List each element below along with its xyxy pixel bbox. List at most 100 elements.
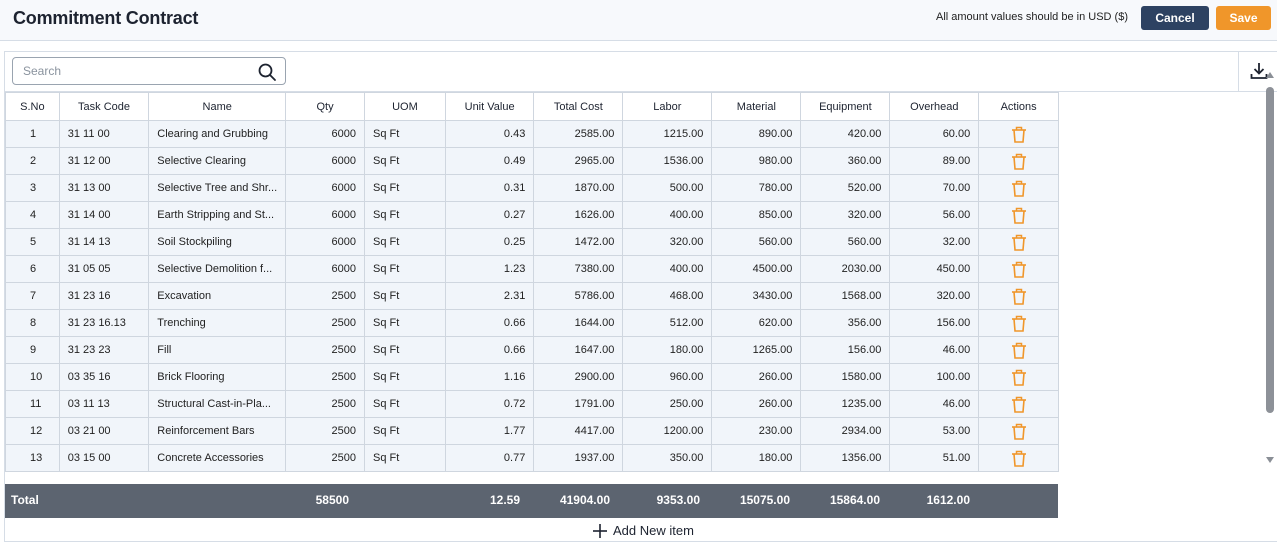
cell-uom: Sq Ft <box>364 336 446 364</box>
table-row[interactable]: 13 03 15 00 Concrete Accessories 2500 Sq Ft 0… <box>5 444 1059 472</box>
scroll-down-arrow[interactable] <box>1266 457 1274 463</box>
cell-uom: Sq Ft <box>364 120 446 148</box>
save-button[interactable]: Save <box>1216 6 1271 30</box>
table-row[interactable]: 3 31 13 00 Selective Tree and Shr... 6000 Sq… <box>5 174 1059 202</box>
cell-sno: 12 <box>5 417 60 445</box>
col-header-material[interactable]: Material <box>711 92 802 121</box>
cell-qty: 2500 <box>285 444 365 472</box>
trash-icon[interactable] <box>1011 261 1027 278</box>
cell-equipment: 520.00 <box>800 174 891 202</box>
trash-icon[interactable] <box>1011 126 1027 143</box>
cell-equipment: 2030.00 <box>800 255 891 283</box>
cell-task-code: 31 23 23 <box>58 336 150 364</box>
cell-total-cost: 1870.00 <box>533 174 624 202</box>
cell-labor: 320.00 <box>622 228 713 256</box>
cell-overhead: 46.00 <box>889 390 980 418</box>
col-header-overhead[interactable]: Overhead <box>889 92 980 121</box>
trash-icon[interactable] <box>1011 234 1027 251</box>
cell-task-code: 31 23 16.13 <box>58 309 150 337</box>
table-row[interactable]: 6 31 05 05 Selective Demolition f... 6000 Sq… <box>5 255 1059 283</box>
cell-qty: 6000 <box>285 201 365 229</box>
cell-uom: Sq Ft <box>364 309 446 337</box>
cell-actions <box>978 174 1059 202</box>
trash-icon[interactable] <box>1011 315 1027 332</box>
trash-icon[interactable] <box>1011 396 1027 413</box>
items-table: S.No Task Code Name Qty UOM Unit Value T… <box>5 92 1059 472</box>
search-input[interactable] <box>23 63 243 79</box>
contract-panel: S.No Task Code Name Qty UOM Unit Value T… <box>4 51 1277 542</box>
cell-qty: 6000 <box>285 228 365 256</box>
cell-qty: 6000 <box>285 255 365 283</box>
table-row[interactable]: 9 31 23 23 Fill 2500 Sq Ft 0.66 1647.00 180.00 1… <box>5 336 1059 364</box>
cell-actions <box>978 255 1059 283</box>
cancel-button[interactable]: Cancel <box>1141 6 1209 30</box>
scroll-up-arrow[interactable] <box>1266 72 1274 78</box>
cell-qty: 2500 <box>285 309 365 337</box>
vertical-scrollbar[interactable] <box>1262 72 1277 467</box>
col-header-equipment[interactable]: Equipment <box>800 92 891 121</box>
cell-equipment: 2934.00 <box>800 417 891 445</box>
cell-qty: 2500 <box>285 363 365 391</box>
table-row[interactable]: 7 31 23 16 Excavation 2500 Sq Ft 2.31 5786.00 4… <box>5 282 1059 310</box>
table-row[interactable]: 12 03 21 00 Reinforcement Bars 2500 Sq Ft 1.7… <box>5 417 1059 445</box>
total-unit-value: 12.59 <box>489 493 520 507</box>
cell-material: 1265.00 <box>711 336 802 364</box>
total-equipment: 15864.00 <box>829 493 880 507</box>
trash-icon[interactable] <box>1011 450 1027 467</box>
table-body: 1 31 11 00 Clearing and Grubbing 6000 Sq Ft 0… <box>5 120 1059 472</box>
cell-labor: 960.00 <box>622 363 713 391</box>
cell-task-code: 31 11 00 <box>58 120 150 148</box>
trash-icon[interactable] <box>1011 288 1027 305</box>
col-header-qty[interactable]: Qty <box>285 92 365 121</box>
trash-icon[interactable] <box>1011 153 1027 170</box>
cell-sno: 7 <box>5 282 60 310</box>
cell-sno: 13 <box>5 444 60 472</box>
col-header-task-code[interactable]: Task Code <box>58 92 150 121</box>
total-qty: 58500 <box>315 493 349 507</box>
cell-actions <box>978 282 1059 310</box>
page-title: Commitment Contract <box>13 8 199 28</box>
col-header-total-cost[interactable]: Total Cost <box>533 92 624 121</box>
trash-icon[interactable] <box>1011 180 1027 197</box>
cell-equipment: 320.00 <box>800 201 891 229</box>
cell-uom: Sq Ft <box>364 147 446 175</box>
table-row[interactable]: 4 31 14 00 Earth Stripping and St... 6000 Sq… <box>5 201 1059 229</box>
col-header-unit-value[interactable]: Unit Value <box>444 92 535 121</box>
table-row[interactable]: 2 31 12 00 Selective Clearing 6000 Sq Ft 0.49… <box>5 147 1059 175</box>
trash-icon[interactable] <box>1011 342 1027 359</box>
cell-overhead: 51.00 <box>889 444 980 472</box>
table-row[interactable]: 11 03 11 13 Structural Cast-in-Pla... 2500 S… <box>5 390 1059 418</box>
cell-name: Selective Clearing <box>148 147 287 175</box>
totals-label: Total <box>11 493 39 507</box>
search-icon[interactable] <box>257 62 277 82</box>
col-header-labor[interactable]: Labor <box>622 92 713 121</box>
cell-qty: 2500 <box>285 336 365 364</box>
add-new-item-button[interactable]: Add New item <box>593 523 694 538</box>
col-header-uom[interactable]: UOM <box>364 92 446 121</box>
scroll-thumb[interactable] <box>1266 87 1274 413</box>
table-toolbar <box>5 52 1277 92</box>
table-row[interactable]: 1 31 11 00 Clearing and Grubbing 6000 Sq Ft 0… <box>5 120 1059 148</box>
col-header-name[interactable]: Name <box>148 92 287 121</box>
cell-task-code: 31 14 00 <box>58 201 150 229</box>
search-box[interactable] <box>12 57 286 85</box>
cell-unit-value: 0.43 <box>444 120 535 148</box>
col-header-sno[interactable]: S.No <box>5 92 60 121</box>
cell-equipment: 156.00 <box>800 336 891 364</box>
cell-overhead: 46.00 <box>889 336 980 364</box>
trash-icon[interactable] <box>1011 207 1027 224</box>
cell-unit-value: 0.66 <box>444 309 535 337</box>
cell-total-cost: 2585.00 <box>533 120 624 148</box>
cell-unit-value: 0.77 <box>444 444 535 472</box>
cell-labor: 500.00 <box>622 174 713 202</box>
cell-uom: Sq Ft <box>364 174 446 202</box>
table-row[interactable]: 5 31 14 13 Soil Stockpiling 6000 Sq Ft 0.25 14… <box>5 228 1059 256</box>
trash-icon[interactable] <box>1011 423 1027 440</box>
total-cost: 41904.00 <box>559 493 610 507</box>
table-scroll-area[interactable]: S.No Task Code Name Qty UOM Unit Value T… <box>5 92 1059 484</box>
cell-material: 850.00 <box>711 201 802 229</box>
cell-qty: 2500 <box>285 282 365 310</box>
table-row[interactable]: 10 03 35 16 Brick Flooring 2500 Sq Ft 1.16 290… <box>5 363 1059 391</box>
table-row[interactable]: 8 31 23 16.13 Trenching 2500 Sq Ft 0.66 1644.0… <box>5 309 1059 337</box>
trash-icon[interactable] <box>1011 369 1027 386</box>
